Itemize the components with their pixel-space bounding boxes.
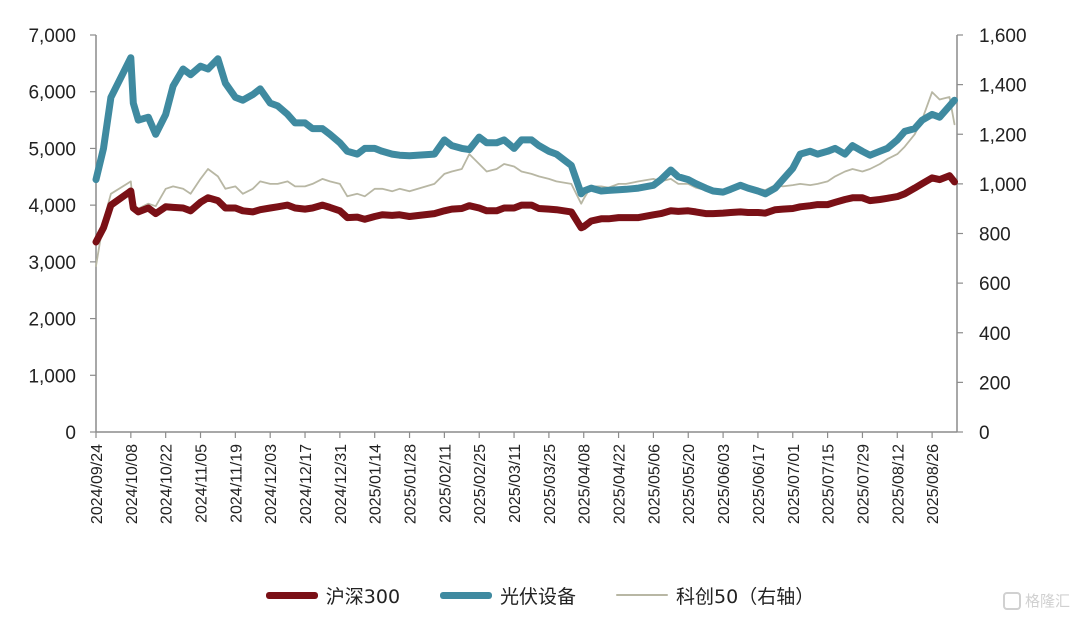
watermark-logo-icon	[1002, 591, 1021, 610]
x-tick-label: 2025/04/08	[577, 444, 594, 524]
y-left-tick-label: 0	[65, 423, 76, 444]
x-tick-label: 2025/07/15	[821, 444, 838, 524]
x-tick-label: 2025/08/26	[925, 444, 942, 524]
y-right-tick-label: 600	[979, 274, 1011, 295]
legend-item-1: 光伏设备	[440, 582, 576, 609]
legend-label: 光伏设备	[500, 585, 577, 608]
chart-series-lines	[92, 54, 958, 267]
dual-axis-line-chart: 0 1,000 2,000 3,000 4,000 5,000 6,000 7,000 0 200…	[28, 26, 1026, 524]
y-right-tick-label: 400	[979, 324, 1011, 345]
x-tick-label: 2025/02/25	[472, 444, 489, 524]
x-tick-label: 2024/12/03	[263, 444, 280, 524]
x-tick-label: 2024/11/19	[228, 444, 245, 523]
x-tick-label: 2024/09/24	[89, 444, 106, 524]
y-right-tick-label: 1,200	[979, 125, 1027, 146]
chart-legend: 沪深300 光伏设备 科创50（右轴）	[0, 578, 1080, 612]
legend-swatch	[440, 591, 493, 599]
chart-axes: 0 1,000 2,000 3,000 4,000 5,000 6,000 7,000 0 200…	[28, 26, 1026, 524]
legend-item-2: 科创50（右轴）	[616, 582, 814, 609]
x-tick-label: 2025/03/25	[542, 444, 559, 524]
x-tick-label: 2025/08/12	[890, 444, 907, 524]
x-tick-label: 2025/07/29	[855, 444, 872, 524]
x-tick-label: 2025/01/28	[403, 444, 420, 524]
x-tick-label: 2025/06/03	[716, 444, 733, 524]
x-tick-label: 2025/03/11	[507, 444, 524, 523]
watermark: 格隆汇	[1002, 590, 1070, 611]
y-right-tick-label: 1,000	[979, 175, 1027, 196]
x-tick-label: 2024/11/05	[194, 444, 211, 523]
legend-label: 科创50（右轴）	[676, 585, 815, 608]
x-tick-label: 2024/10/08	[124, 444, 141, 524]
series-line-1	[92, 54, 958, 198]
x-tick-label: 2024/10/22	[159, 444, 176, 524]
y-left-tick-label: 4,000	[28, 196, 76, 217]
y-left-tick-label: 7,000	[28, 26, 76, 47]
x-tick-label: 2024/12/17	[298, 444, 315, 524]
x-tick-label: 2024/12/31	[333, 444, 350, 524]
y-right-tick-label: 800	[979, 225, 1011, 246]
legend-item-0: 沪深300	[265, 582, 401, 609]
y-right-tick-label: 1,400	[979, 76, 1027, 97]
y-left-tick-label: 1,000	[28, 366, 76, 387]
y-left-tick-label: 5,000	[28, 139, 76, 160]
x-tick-label: 2025/05/20	[681, 444, 698, 524]
x-tick-label: 2025/04/22	[612, 444, 629, 524]
x-tick-label: 2025/02/11	[437, 444, 454, 523]
x-tick-label: 2025/05/06	[646, 444, 663, 524]
x-tick-label: 2025/01/14	[368, 444, 385, 524]
y-right-tick-label: 1,600	[979, 26, 1027, 47]
y-left-tick-label: 2,000	[28, 310, 76, 331]
y-right-tick-label: 0	[979, 423, 990, 444]
series-line-2	[95, 91, 956, 267]
y-right-tick-label: 200	[979, 373, 1011, 394]
x-tick-label: 2025/07/01	[786, 444, 803, 524]
y-left-tick-label: 3,000	[28, 253, 76, 274]
x-tick-label: 2025/06/17	[751, 444, 768, 524]
legend-swatch	[265, 591, 318, 599]
legend-swatch	[616, 594, 669, 596]
legend-label: 沪深300	[325, 585, 401, 608]
watermark-text: 格隆汇	[1024, 592, 1070, 610]
y-left-tick-label: 6,000	[28, 83, 76, 104]
series-line-0	[92, 172, 958, 246]
